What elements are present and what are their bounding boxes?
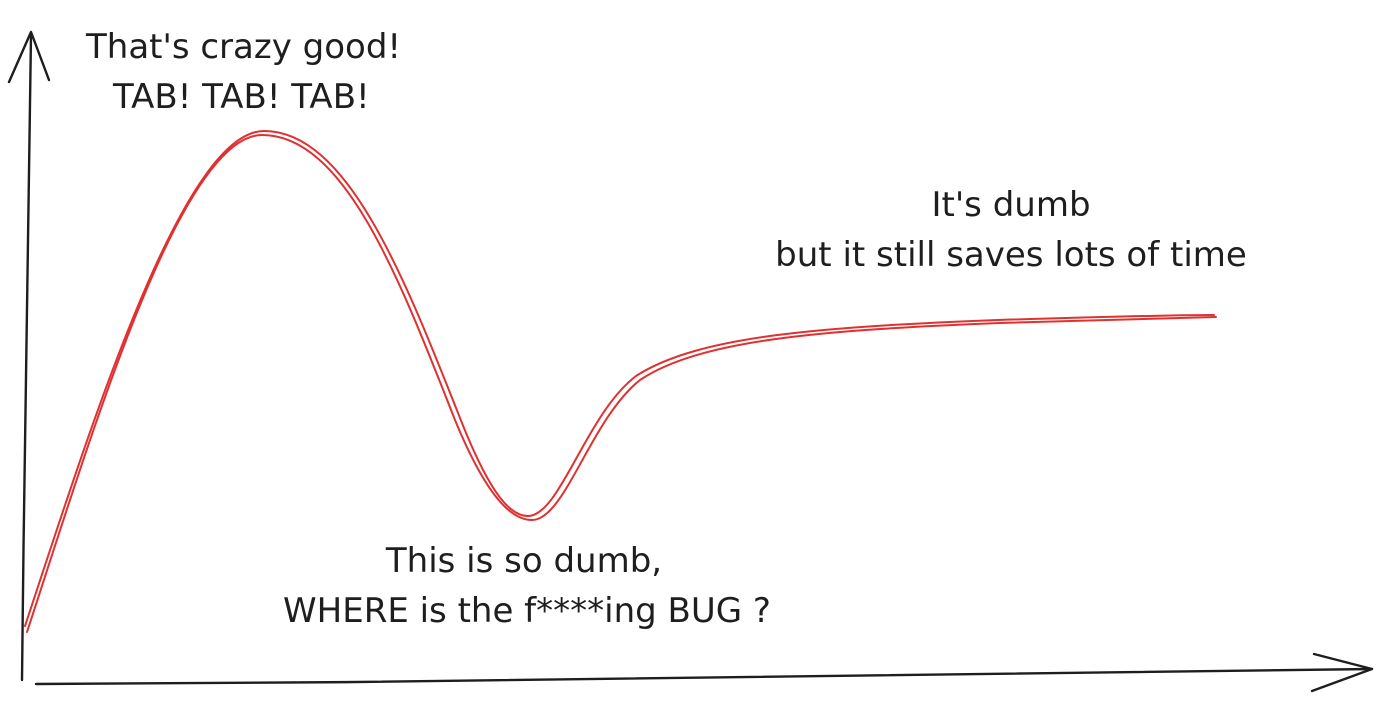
plateau-annotation: It's dumb but it still saves lots of tim… xyxy=(775,185,1247,275)
plateau-annotation-line2: but it still saves lots of time xyxy=(775,235,1247,275)
peak-annotation-line2: TAB! TAB! TAB! xyxy=(112,77,370,117)
y-axis-line xyxy=(22,35,31,680)
peak-annotation: That's crazy good! TAB! TAB! TAB! xyxy=(85,27,401,117)
y-axis-arrowhead xyxy=(9,32,49,82)
peak-annotation-line1: That's crazy good! xyxy=(85,27,401,67)
plateau-annotation-line1: It's dumb xyxy=(931,185,1090,225)
x-axis-arrowhead xyxy=(1312,654,1372,691)
trough-annotation-line2: WHERE is the f****ing BUG ? xyxy=(283,591,771,631)
x-axis-line xyxy=(36,669,1372,684)
trough-annotation-line1: This is so dumb, xyxy=(385,541,662,581)
trough-annotation: This is so dumb, WHERE is the f****ing B… xyxy=(283,541,771,631)
x-axis xyxy=(36,654,1372,691)
